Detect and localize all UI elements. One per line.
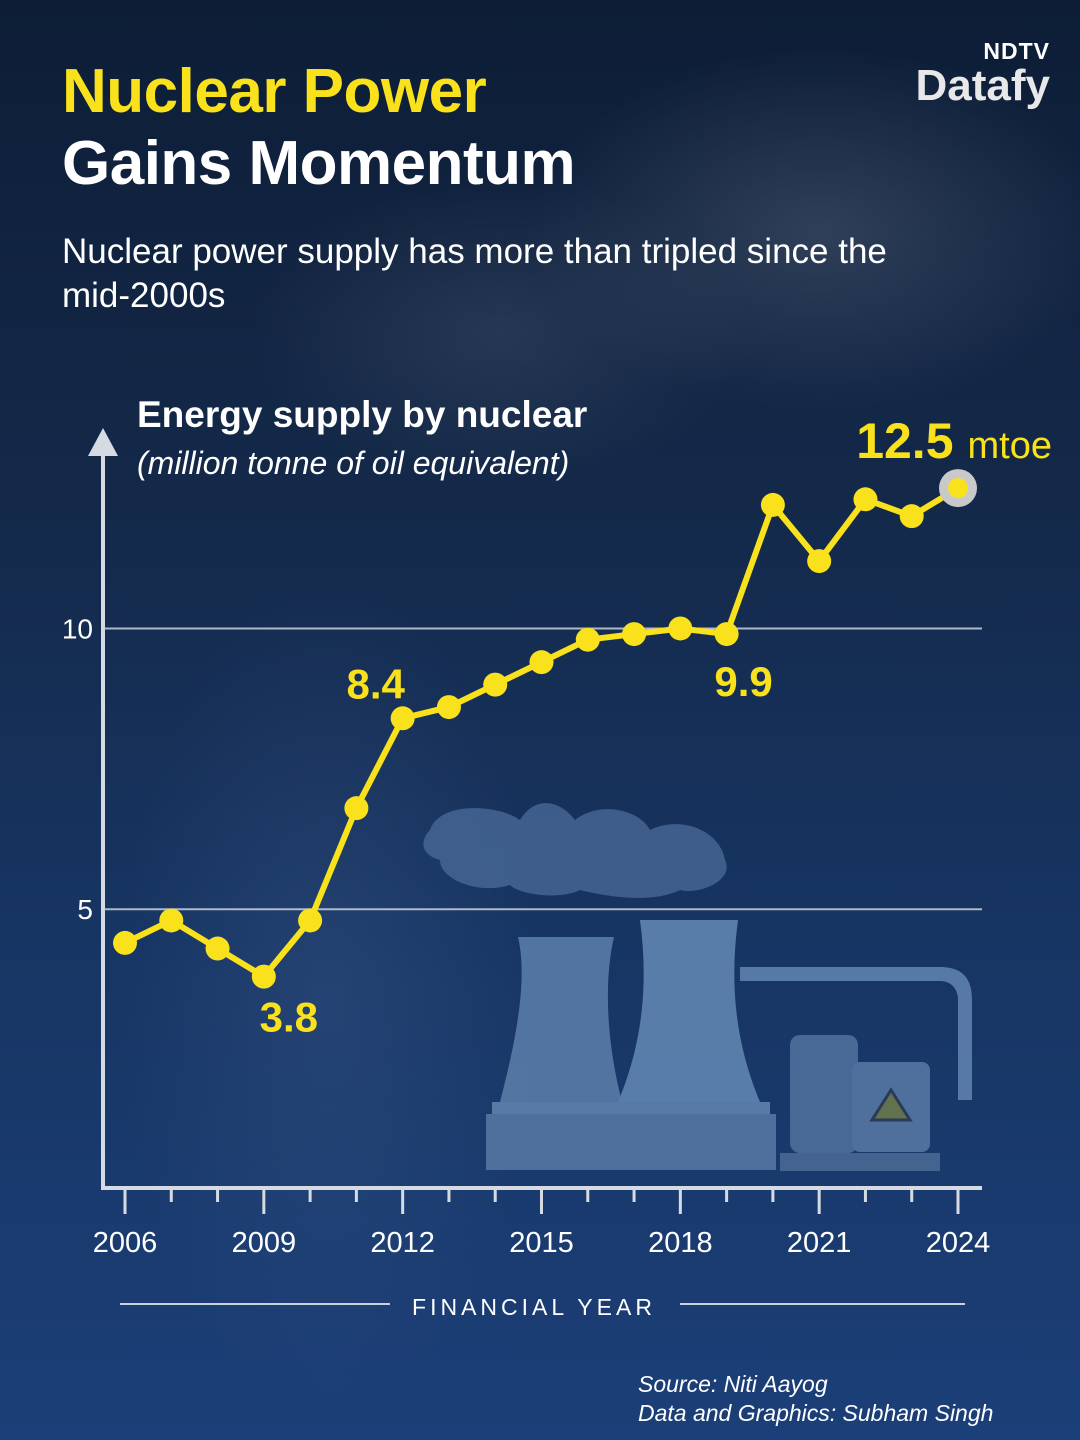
data-point-2007: [159, 908, 184, 933]
title-line-2: Gains Momentum: [62, 129, 576, 198]
x-tick-label-2006: 2006: [93, 1227, 158, 1259]
data-point-2010: [298, 908, 323, 933]
warning-triangle-icon: [869, 1087, 913, 1122]
x-tick-label-2018: 2018: [648, 1227, 713, 1259]
plant-pipe-bend: [940, 967, 972, 1100]
data-point-2016: [575, 627, 600, 652]
x-tick-label-2015: 2015: [509, 1227, 574, 1259]
ground-strip: [780, 1153, 940, 1171]
data-point-2011: [344, 796, 369, 821]
graphics-credit: Data and Graphics: Subham Singh: [638, 1400, 994, 1426]
x-tick-label-2012: 2012: [370, 1227, 435, 1259]
x-tick-label-2024: 2024: [926, 1227, 991, 1259]
highlight-label: 12.5 mtoe: [856, 413, 1052, 469]
chart-gridlines: [103, 627, 982, 911]
annotation-2019: 9.9: [714, 658, 772, 705]
data-point-2019: [714, 622, 739, 647]
annotation-2012: 8.4: [346, 660, 405, 707]
y-axis-arrow-icon: [88, 428, 118, 456]
data-point-2021: [807, 549, 832, 574]
data-point-2022: [853, 487, 878, 512]
logo-brand-top: NDTV: [983, 38, 1050, 64]
data-point-2020: [760, 492, 785, 517]
logo-brand-bottom: Datafy: [915, 61, 1051, 110]
data-point-2023: [899, 504, 924, 529]
reactor-tank: [790, 1035, 858, 1153]
data-point-2014: [483, 672, 508, 697]
chart-series: [113, 469, 977, 989]
x-axis-title: FINANCIAL YEAR: [412, 1294, 656, 1320]
annotation-2009: 3.8: [260, 994, 318, 1041]
data-point-2018: [668, 616, 693, 641]
title-line-1: Nuclear Power: [62, 57, 487, 126]
data-point-2008: [205, 936, 230, 961]
data-point-2013: [436, 695, 461, 720]
data-point-2012: [390, 706, 415, 731]
data-point-2009: [251, 964, 276, 989]
y-tick-label-10: 10: [62, 613, 93, 644]
cooling-tower-large-icon: [618, 920, 760, 1102]
x-tick-label-2009: 2009: [232, 1227, 297, 1259]
y-axis-unit-label: (million tonne of oil equivalent): [137, 445, 569, 481]
cooling-tower-small-icon: [500, 937, 622, 1102]
series-line: [122, 485, 961, 980]
ndtv-datafy-logo: NDTV Datafy: [916, 40, 1051, 109]
x-tick-label-2021: 2021: [787, 1227, 852, 1259]
chart-ticks: 5 10 2006 2009 2012 2015 2018 2021 2024: [62, 613, 990, 1259]
source-note: Source: Niti Aayog: [638, 1371, 828, 1397]
y-tick-label-5: 5: [77, 894, 93, 925]
plant-platform: [486, 1114, 776, 1170]
tower-base: [492, 1102, 770, 1114]
nuclear-plant-illustration: [423, 803, 972, 1171]
highlight-unit: mtoe: [968, 425, 1052, 467]
chart-labels: 3.8 8.4 9.9 12.5 mtoe: [260, 413, 1052, 1041]
data-point-2024: [948, 478, 968, 499]
highlight-value: 12.5: [856, 413, 953, 469]
steam-cloud-icon: [423, 803, 727, 898]
chart-title: Energy supply by nuclear: [137, 394, 587, 435]
data-point-2015: [529, 650, 554, 675]
subtitle: Nuclear power supply has more than tripl…: [62, 232, 887, 315]
credits: Source: Niti Aayog Data and Graphics: Su…: [638, 1370, 993, 1428]
data-point-2017: [622, 622, 647, 647]
plant-pipe-horizontal: [740, 967, 940, 981]
data-point-2006: [113, 930, 137, 955]
